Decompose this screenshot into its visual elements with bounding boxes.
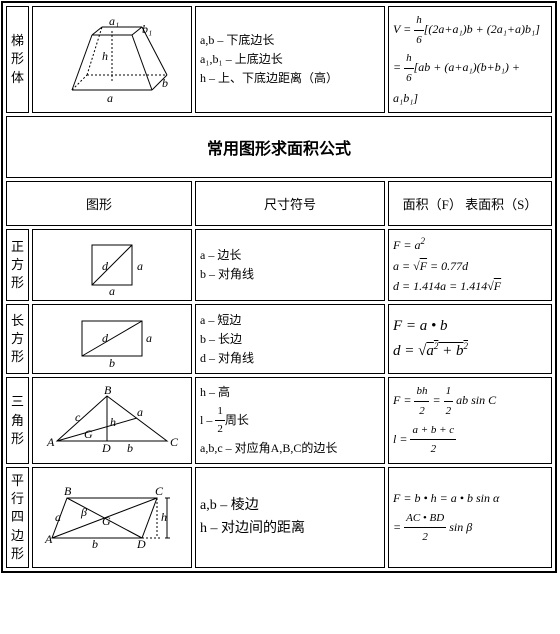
svg-text:D: D: [101, 441, 111, 455]
rect-symbols: a – 短边 b – 长边 d – 对角线: [195, 304, 385, 374]
para-label: 平行四边形: [6, 467, 29, 568]
frustum-sym3: h – 上、下底边距离（高）: [200, 69, 380, 88]
frustum-sym1: a,b – 下底边长: [200, 31, 380, 50]
frustum-shape: a₁ b₁ a b h: [32, 6, 192, 113]
header-formula: 面积（F） 表面积（S）: [388, 181, 552, 226]
square-symbols: a – 边长 b – 对角线: [195, 229, 385, 301]
row-square: 正方形 d a a a – 边长 b – 对角线 F = a2 a = √F =…: [6, 229, 552, 301]
rect-sym2: b – 长边: [200, 330, 380, 349]
para-f2: = AC • BD2 sin β: [393, 509, 547, 547]
square-f1: F = a2: [393, 234, 547, 255]
svg-text:d: d: [102, 331, 109, 345]
svg-text:d: d: [102, 259, 109, 273]
para-formula: F = b • h = a • b sin α = AC • BD2 sin β: [388, 467, 552, 568]
row-triangle: 三角形 B A C D c a b h G h – 高 l – 12周长 a,b…: [6, 377, 552, 464]
frustum-symbols: a,b – 下底边长 a₁,b₁ – 上底边长 h – 上、下底边距离（高）: [195, 6, 385, 113]
svg-text:G: G: [102, 514, 111, 528]
svg-text:h: h: [161, 510, 167, 524]
square-f3: d = 1.414a = 1.414√F: [393, 276, 547, 296]
header-row: 图形 尺寸符号 面积（F） 表面积（S）: [6, 181, 552, 226]
frustum-svg: a₁ b₁ a b h: [47, 15, 177, 105]
svg-text:a: a: [109, 284, 115, 295]
rect-svg: d a b: [62, 309, 162, 369]
tri-f1: F = bh2 = 12 ab sin C: [393, 382, 547, 420]
svg-text:h: h: [102, 49, 108, 63]
tri-label: 三角形: [6, 377, 29, 464]
header-symbol: 尺寸符号: [195, 181, 385, 226]
para-symbols: a,b – 棱边 h – 对边间的距离: [195, 467, 385, 568]
svg-text:A: A: [46, 435, 55, 449]
svg-text:h: h: [110, 415, 116, 429]
tri-shape: B A C D c a b h G: [32, 377, 192, 464]
rect-f1: F = a • b: [393, 314, 547, 340]
square-shape: d a a: [32, 229, 192, 301]
frustum-label: 梯形体: [6, 6, 29, 113]
row-para: 平行四边形 B C A D a b G β h a,b – 棱边 h – 对边间…: [6, 467, 552, 568]
frustum-formula: V = h6[(2a+a₁)b + (2a₁+a)b₁] = h6[ab + (…: [388, 6, 552, 113]
rect-formula: F = a • b d = √a2 + b2: [388, 304, 552, 374]
svg-text:C: C: [155, 484, 164, 498]
tri-sym2: l – 12周长: [200, 403, 380, 439]
svg-text:b: b: [162, 76, 168, 90]
para-f1: F = b • h = a • b sin α: [393, 488, 547, 508]
svg-text:b: b: [92, 537, 98, 551]
svg-text:C: C: [170, 435, 179, 449]
para-svg: B C A D a b G β h: [37, 483, 187, 553]
tri-svg: B A C D c a b h G: [42, 386, 182, 456]
frustum-sym2: a₁,b₁ – 上底边长: [200, 50, 380, 69]
rect-label: 长方形: [6, 304, 29, 374]
tri-f2: l = a + b + c2: [393, 421, 547, 459]
svg-text:A: A: [44, 532, 53, 546]
svg-text:c: c: [75, 410, 81, 424]
para-sym1: a,b – 棱边: [200, 495, 380, 517]
square-sym1: a – 边长: [200, 246, 380, 265]
tri-formula: F = bh2 = 12 ab sin C l = a + b + c2: [388, 377, 552, 464]
rect-f2: d = √a2 + b2: [393, 339, 547, 365]
svg-text:B: B: [64, 484, 72, 498]
row-rect: 长方形 d a b a – 短边 b – 长边 d – 对角线 F = a • …: [6, 304, 552, 374]
svg-text:a: a: [137, 405, 143, 419]
square-formula: F = a2 a = √F = 0.77d d = 1.414a = 1.414…: [388, 229, 552, 301]
tri-sym1: h – 高: [200, 383, 380, 402]
svg-text:β: β: [80, 505, 87, 519]
svg-text:a: a: [107, 91, 113, 105]
svg-text:b: b: [127, 441, 133, 455]
title-row: 常用图形求面积公式: [6, 116, 552, 178]
geometry-formula-table: 梯形体 a₁ b₁ a b h: [3, 3, 555, 571]
svg-text:a: a: [137, 259, 143, 273]
rect-sym3: d – 对角线: [200, 349, 380, 368]
section-title: 常用图形求面积公式: [6, 116, 552, 178]
svg-text:b₁: b₁: [142, 22, 152, 36]
square-label: 正方形: [6, 229, 29, 301]
square-f2: a = √F = 0.77d: [393, 256, 547, 276]
svg-text:b: b: [109, 356, 115, 369]
svg-text:D: D: [136, 537, 146, 551]
tri-sym3: a,b,c – 对应角A,B,C的边长: [200, 439, 380, 458]
para-shape: B C A D a b G β h: [32, 467, 192, 568]
svg-text:G: G: [84, 427, 93, 441]
header-shape: 图形: [6, 181, 192, 226]
svg-text:B: B: [104, 386, 112, 397]
svg-text:a: a: [55, 510, 61, 524]
svg-text:a₁: a₁: [109, 15, 119, 28]
rect-shape: d a b: [32, 304, 192, 374]
frustum-f2: = h6[ab + (a+a₁)(b+b₁) + a₁b₁]: [393, 49, 547, 108]
rect-sym1: a – 短边: [200, 311, 380, 330]
row-frustum: 梯形体 a₁ b₁ a b h: [6, 6, 552, 113]
square-svg: d a a: [67, 235, 157, 295]
tri-symbols: h – 高 l – 12周长 a,b,c – 对应角A,B,C的边长: [195, 377, 385, 464]
frustum-f1: V = h6[(2a+a₁)b + (2a₁+a)b₁]: [393, 11, 547, 49]
para-sym2: h – 对边间的距离: [200, 518, 380, 540]
square-sym2: b – 对角线: [200, 265, 380, 284]
svg-text:a: a: [146, 331, 152, 345]
